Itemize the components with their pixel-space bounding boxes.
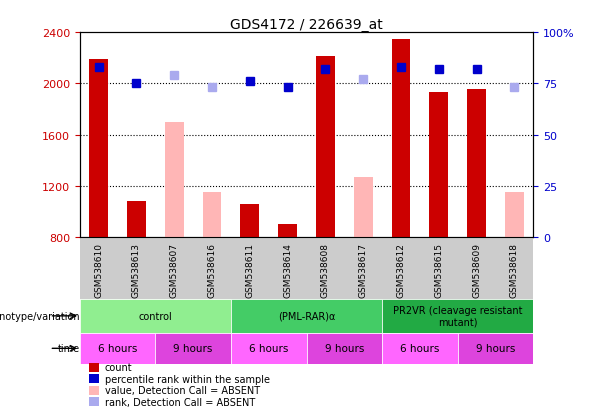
Text: 6 hours: 6 hours xyxy=(98,344,137,354)
Text: GSM538618: GSM538618 xyxy=(510,242,519,297)
Bar xyxy=(80,333,155,364)
Text: value, Detection Call = ABSENT: value, Detection Call = ABSENT xyxy=(105,385,260,395)
Text: rank, Detection Call = ABSENT: rank, Detection Call = ABSENT xyxy=(105,397,255,407)
Bar xyxy=(89,60,108,237)
Bar xyxy=(80,299,231,333)
Bar xyxy=(382,299,533,333)
Text: GSM538610: GSM538610 xyxy=(94,242,103,297)
Text: (PML-RAR)α: (PML-RAR)α xyxy=(278,311,335,321)
Text: 9 hours: 9 hours xyxy=(476,344,515,354)
Text: percentile rank within the sample: percentile rank within the sample xyxy=(105,374,270,384)
Text: GSM538611: GSM538611 xyxy=(245,242,254,297)
Text: GSM538608: GSM538608 xyxy=(321,242,330,297)
Text: genotype/variation: genotype/variation xyxy=(0,311,80,321)
Bar xyxy=(240,204,259,237)
Bar xyxy=(354,178,373,237)
Text: 6 hours: 6 hours xyxy=(400,344,440,354)
Bar xyxy=(89,397,99,406)
Text: GSM538613: GSM538613 xyxy=(132,242,141,297)
Bar xyxy=(231,333,306,364)
Bar xyxy=(202,193,221,237)
Bar xyxy=(429,93,448,237)
Text: GSM538607: GSM538607 xyxy=(170,242,179,297)
Text: 9 hours: 9 hours xyxy=(173,344,213,354)
Bar xyxy=(382,333,458,364)
Text: GSM538609: GSM538609 xyxy=(472,242,481,297)
Bar xyxy=(127,202,146,237)
Text: control: control xyxy=(139,311,172,321)
Text: GSM538616: GSM538616 xyxy=(207,242,216,297)
Text: 6 hours: 6 hours xyxy=(249,344,288,354)
Text: 9 hours: 9 hours xyxy=(325,344,364,354)
Bar xyxy=(155,333,231,364)
Bar xyxy=(458,333,533,364)
Bar xyxy=(89,386,99,395)
Text: GSM538617: GSM538617 xyxy=(359,242,368,297)
Text: GSM538614: GSM538614 xyxy=(283,242,292,297)
Bar xyxy=(505,193,524,237)
Bar xyxy=(165,123,184,237)
Text: count: count xyxy=(105,363,132,373)
Bar xyxy=(278,225,297,237)
Text: time: time xyxy=(58,344,80,354)
Bar xyxy=(231,299,382,333)
Bar xyxy=(306,333,382,364)
Bar xyxy=(467,89,486,237)
Text: PR2VR (cleavage resistant
mutant): PR2VR (cleavage resistant mutant) xyxy=(393,305,522,327)
Text: GSM538612: GSM538612 xyxy=(397,242,406,297)
Bar xyxy=(392,39,411,237)
Text: GSM538615: GSM538615 xyxy=(434,242,443,297)
Bar xyxy=(89,363,99,372)
Bar xyxy=(89,375,99,383)
Bar xyxy=(316,57,335,237)
Title: GDS4172 / 226639_at: GDS4172 / 226639_at xyxy=(230,18,383,32)
